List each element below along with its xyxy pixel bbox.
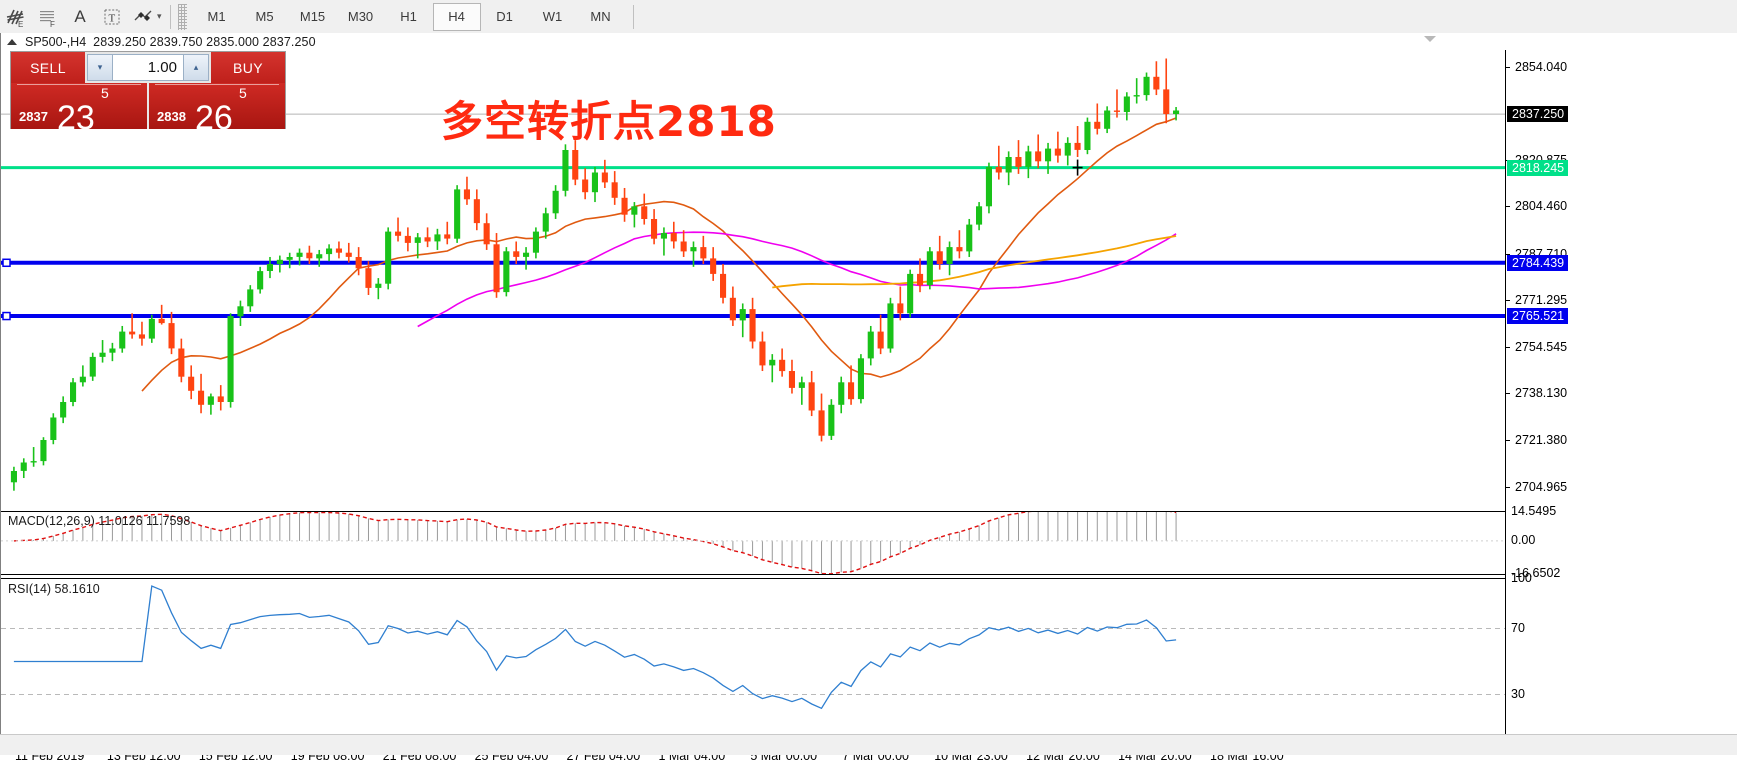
text-label-icon[interactable]: T: [96, 2, 128, 32]
sell-price-fraction: 5: [101, 85, 109, 101]
text-tool-icon[interactable]: A: [74, 6, 86, 26]
toolbar-separator: [169, 4, 171, 29]
timeframe-m15[interactable]: M15: [299, 9, 326, 24]
buy-button[interactable]: BUY: [211, 52, 285, 83]
macd-label: MACD(12,26,9) 11.0126 11.7598: [8, 514, 191, 528]
sell-price-main: 23: [57, 99, 95, 129]
trade-panel-prices: 2837 23 5 2838 26 5: [11, 83, 285, 129]
svg-text:T: T: [109, 12, 116, 24]
volume-control: ▾ 1.00 ▴: [85, 52, 211, 83]
timeframe-mn[interactable]: MN: [590, 9, 611, 24]
price-tick-2: 2804.460: [1506, 199, 1567, 213]
buy-divider: [155, 84, 279, 85]
macd-tick-1: 0.00: [1511, 532, 1536, 547]
toolbar-separator-2: [632, 4, 634, 29]
price-tick-7: 2721.380: [1506, 433, 1567, 447]
green-level-tag: 2818.245: [1507, 159, 1569, 176]
price-tick-8: 2704.965: [1506, 480, 1567, 494]
blue-level-tag-1: 2784.439: [1507, 254, 1569, 271]
rsi-tick-1: 70: [1511, 620, 1525, 635]
price-tick-0: 2854.040: [1506, 60, 1567, 74]
buy-price-display[interactable]: 2838 26 5: [147, 83, 285, 129]
sell-divider: [17, 84, 141, 85]
objects-dropdown-caret[interactable]: ▾: [157, 11, 162, 21]
svg-text:E: E: [18, 20, 23, 28]
macd-tick-2: -16.6502: [1511, 566, 1561, 580]
rsi-tick-0: 100: [1511, 571, 1532, 585]
macd-pane[interactable]: MACD(12,26,9) 11.0126 11.7598: [1, 511, 1506, 575]
trade-panel-top: SELL ▾ 1.00 ▴ BUY: [11, 52, 285, 83]
price-axis[interactable]: 2854.0402820.8752804.4602787.7102771.295…: [1505, 50, 1737, 750]
chart-toolbar: E F A T: [0, 0, 1737, 34]
timeframe-w1[interactable]: W1: [542, 9, 563, 24]
objects-icon[interactable]: [128, 2, 160, 32]
timeframe-h1[interactable]: H1: [400, 9, 417, 24]
buy-price-prefix: 2838: [157, 109, 186, 124]
collapse-triangle-icon[interactable]: [7, 38, 17, 45]
timeframe-h4[interactable]: H4: [432, 2, 481, 31]
volume-increase-button[interactable]: ▴: [183, 54, 209, 81]
buy-price-main: 26: [195, 99, 233, 129]
rsi-label: RSI(14) 58.1610: [8, 582, 100, 596]
macd-tick-0: 14.5495: [1511, 504, 1557, 518]
timeframe-group: M1 M5 M15 M30 H1 H4 D1 W1 MN: [193, 2, 625, 31]
buy-price-fraction: 5: [239, 85, 247, 101]
chart-frame: SP500-,H4 2839.250 2839.750 2835.000 283…: [0, 33, 1737, 763]
sell-price-display[interactable]: 2837 23 5: [11, 83, 147, 129]
ohlc-values: 2839.250 2839.750 2835.000 2837.250: [93, 34, 316, 49]
symbol-info-bar: SP500-,H4 2839.250 2839.750 2835.000 283…: [1, 33, 1737, 50]
indicators-icon[interactable]: E: [0, 2, 32, 32]
status-strip: [0, 734, 1737, 755]
chart-scroll-indicator[interactable]: [1423, 34, 1437, 42]
volume-input[interactable]: 1.00: [113, 54, 183, 81]
timeframe-m1[interactable]: M1: [207, 9, 226, 24]
toolbar-gripper[interactable]: [177, 3, 187, 30]
price-pane[interactable]: [1, 50, 1506, 509]
blue-level-tag-2: 2765.521: [1507, 308, 1569, 325]
svg-text:F: F: [50, 20, 55, 28]
timeframe-m30[interactable]: M30: [347, 9, 374, 24]
sell-price-prefix: 2837: [19, 109, 48, 124]
symbol-name: SP500-,H4: [25, 34, 87, 49]
timeframe-m5[interactable]: M5: [255, 9, 274, 24]
price-tick-5: 2754.545: [1506, 340, 1567, 354]
volume-decrease-button[interactable]: ▾: [87, 54, 113, 81]
grid-icon[interactable]: F: [32, 2, 64, 32]
timeframe-d1[interactable]: D1: [496, 9, 513, 24]
price-tick-4: 2771.295: [1506, 293, 1567, 307]
one-click-trade-panel[interactable]: SELL ▾ 1.00 ▴ BUY 2837 23 5 2838: [10, 51, 286, 129]
rsi-tick-2: 30: [1511, 686, 1525, 701]
bid-price-tag: 2837.250: [1507, 106, 1569, 123]
price-tick-6: 2738.130: [1506, 386, 1567, 400]
rsi-pane[interactable]: RSI(14) 58.1610: [1, 578, 1506, 745]
chart-annotation-text: 多空转折点2818: [441, 97, 777, 146]
sell-button[interactable]: SELL: [11, 52, 85, 83]
